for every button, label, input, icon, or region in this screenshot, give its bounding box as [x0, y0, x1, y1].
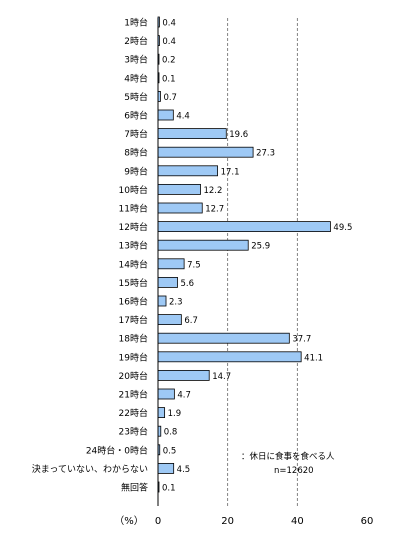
- value-label-11: 49.5: [333, 223, 352, 233]
- bar-16: [157, 314, 182, 326]
- value-label-1: 0.4: [162, 37, 176, 47]
- bar-13: [157, 258, 185, 270]
- category-label-8: 9時台: [124, 165, 148, 177]
- value-label-12: 25.9: [251, 242, 270, 252]
- category-label-11: 12時台: [119, 221, 148, 233]
- bar-7: [157, 146, 254, 158]
- note-line-2: n=12620: [274, 466, 314, 476]
- value-label-19: 14.7: [212, 372, 231, 382]
- category-label-3: 4時台: [124, 72, 148, 84]
- bars: [157, 16, 331, 493]
- category-label-22: 23時台: [119, 426, 148, 438]
- value-label-24: 4.5: [177, 465, 191, 475]
- value-label-0: 0.4: [162, 19, 176, 29]
- category-label-10: 11時台: [119, 203, 148, 215]
- category-label-2: 3時台: [124, 54, 148, 66]
- bar-5: [157, 109, 174, 121]
- category-label-0: 1時台: [124, 17, 148, 29]
- value-label-20: 4.7: [177, 391, 191, 401]
- category-label-24: 決まっていない、わからない: [32, 463, 148, 475]
- bar-20: [157, 388, 175, 400]
- grid-lines: [227, 18, 298, 506]
- bar-14: [157, 276, 178, 288]
- bar-17: [157, 332, 290, 344]
- category-label-9: 10時台: [119, 184, 148, 196]
- value-label-10: 12.7: [205, 205, 224, 215]
- value-label-22: 0.8: [164, 428, 178, 438]
- value-label-4: 0.7: [163, 93, 177, 103]
- value-label-23: 0.5: [163, 446, 177, 456]
- category-label-5: 6時台: [124, 110, 148, 122]
- value-label-2: 0.2: [162, 56, 176, 66]
- category-label-1: 2時台: [124, 35, 148, 47]
- x-tick-label-0: 0: [155, 516, 161, 527]
- note-line-1: ：休日に食事を食べる人: [241, 451, 335, 462]
- value-labels: 0.4 0.4 0.2 0.1 0.7 4.4 19.6 27.3 17.1 12.2 12.7 49…: [162, 19, 352, 494]
- category-label-23: 24時台・0時台: [86, 444, 148, 456]
- category-label-19: 20時台: [119, 370, 148, 382]
- bar-6: [157, 128, 227, 140]
- category-label-16: 17時台: [119, 314, 148, 326]
- bar-15: [157, 295, 167, 307]
- bar-18: [157, 351, 302, 363]
- category-label-25: 無回答: [121, 482, 148, 494]
- category-label-6: 7時台: [124, 128, 148, 140]
- value-label-16: 6.7: [184, 316, 198, 326]
- value-label-17: 37.7: [292, 335, 311, 345]
- value-label-7: 27.3: [256, 149, 275, 159]
- unit-label: （%）: [114, 515, 144, 527]
- value-label-13: 7.5: [187, 260, 201, 270]
- value-label-3: 0.1: [162, 74, 176, 84]
- value-label-14: 5.6: [181, 279, 195, 289]
- bar-9: [157, 183, 201, 195]
- bar-8: [157, 165, 218, 177]
- value-label-21: 1.9: [168, 409, 182, 419]
- value-label-5: 4.4: [176, 112, 190, 122]
- bar-24: [157, 462, 175, 474]
- bar-21: [157, 407, 166, 419]
- category-labels: 1時台 2時台 3時台 4時台 5時台 6時台 7時台 8時台 9時台 10時台 11時台 12時台 1…: [32, 17, 148, 494]
- value-label-15: 2.3: [169, 298, 183, 308]
- category-label-17: 18時台: [119, 333, 148, 345]
- category-label-15: 16時台: [119, 296, 148, 308]
- value-label-8: 17.1: [221, 167, 240, 177]
- x-tick-label-3: 60: [361, 516, 374, 527]
- category-label-4: 5時台: [124, 91, 148, 103]
- x-tick-labels: 0 20 40 60: [155, 516, 374, 527]
- bar-12: [157, 239, 249, 251]
- bar-10: [157, 202, 203, 214]
- x-tick-label-1: 20: [221, 516, 234, 527]
- category-label-12: 13時台: [119, 240, 148, 252]
- category-label-13: 14時台: [119, 258, 148, 270]
- value-label-9: 12.2: [203, 186, 222, 196]
- category-label-7: 8時台: [124, 147, 148, 159]
- value-label-25: 0.1: [162, 484, 176, 494]
- value-label-18: 41.1: [304, 353, 323, 363]
- category-label-18: 19時台: [119, 351, 148, 363]
- value-label-6: 19.6: [229, 130, 248, 140]
- bar-19: [157, 369, 210, 381]
- bar-11: [157, 221, 331, 233]
- category-label-20: 21時台: [119, 389, 148, 401]
- x-tick-label-2: 40: [291, 516, 304, 527]
- category-label-14: 15時台: [119, 277, 148, 289]
- category-label-21: 22時台: [119, 407, 148, 419]
